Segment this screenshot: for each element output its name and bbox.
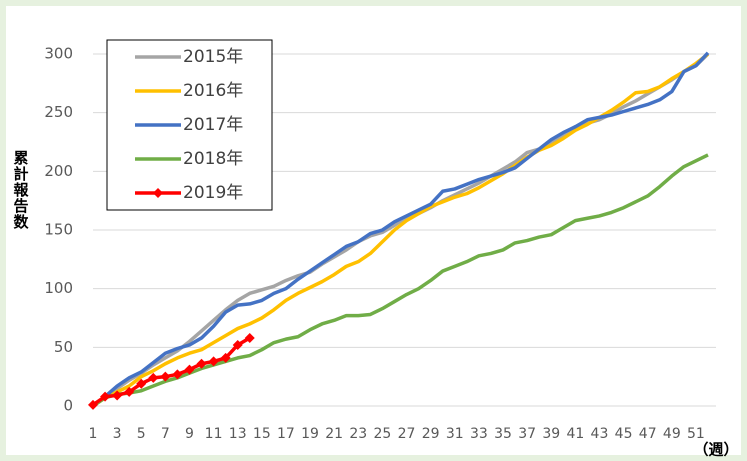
x-tick-label: 5	[137, 426, 146, 442]
x-tick-label: 19	[301, 426, 319, 442]
x-tick-label: 17	[277, 426, 295, 442]
data-point	[244, 332, 255, 343]
x-tick-label: 43	[591, 426, 609, 442]
y-tick-label: 150	[44, 221, 73, 239]
data-point	[232, 339, 243, 350]
legend-box	[106, 39, 273, 211]
x-tick-label: 11	[205, 426, 223, 442]
data-point	[124, 386, 135, 397]
y-tick-label: 300	[44, 45, 73, 63]
legend-label: 2018年	[183, 149, 243, 169]
x-tick-label: 29	[422, 426, 440, 442]
x-tick-label: 15	[253, 426, 271, 442]
data-point	[100, 391, 111, 402]
legend-label: 2017年	[183, 115, 243, 135]
legend-label: 2019年	[183, 183, 243, 203]
data-point	[208, 356, 219, 367]
x-tick-label: 33	[470, 426, 488, 442]
x-tick-label: 35	[494, 426, 512, 442]
y-tick-label: 0	[63, 397, 73, 415]
x-tick-label: 45	[615, 426, 633, 442]
x-tick-label: 31	[446, 426, 464, 442]
x-tick-label: 25	[373, 426, 391, 442]
data-point	[160, 371, 171, 382]
x-tick-label: 23	[349, 426, 367, 442]
y-axis-label: 累計報告数	[12, 150, 30, 230]
x-axis-label: （週）	[693, 441, 738, 459]
x-tick-label: 21	[325, 426, 343, 442]
x-tick-label: 41	[566, 426, 584, 442]
data-point	[196, 358, 207, 369]
y-tick-label: 200	[44, 162, 73, 180]
legend-label: 2016年	[183, 81, 243, 101]
y-tick-label: 50	[54, 338, 73, 356]
y-tick-label: 100	[44, 279, 73, 297]
data-point	[172, 369, 183, 380]
x-tick-label: 9	[185, 426, 194, 442]
x-tick-label: 49	[663, 426, 681, 442]
data-point	[136, 378, 147, 389]
x-tick-label: 27	[398, 426, 416, 442]
series-line	[92, 153, 709, 408]
legend: 2015年 2016年 2017年 2018年 2019年	[106, 39, 273, 211]
data-point	[148, 372, 159, 383]
x-tick-label: 1	[89, 426, 98, 442]
y-tick-label: 250	[44, 103, 73, 121]
legend-label: 2015年	[183, 47, 243, 67]
series-line	[92, 52, 710, 408]
x-tick-label: 39	[542, 426, 560, 442]
x-tick-label: 37	[518, 426, 536, 442]
x-tick-label: 7	[161, 426, 170, 442]
series-line	[91, 51, 710, 408]
data-point	[220, 352, 231, 363]
x-tick-label: 51	[687, 426, 705, 442]
x-tick-label: 3	[113, 426, 122, 442]
data-point	[88, 399, 98, 410]
legend-marker	[153, 188, 163, 198]
data-point	[112, 390, 123, 401]
data-point	[184, 364, 195, 375]
x-tick-label: 13	[229, 426, 247, 442]
x-tick-label: 47	[639, 426, 657, 442]
